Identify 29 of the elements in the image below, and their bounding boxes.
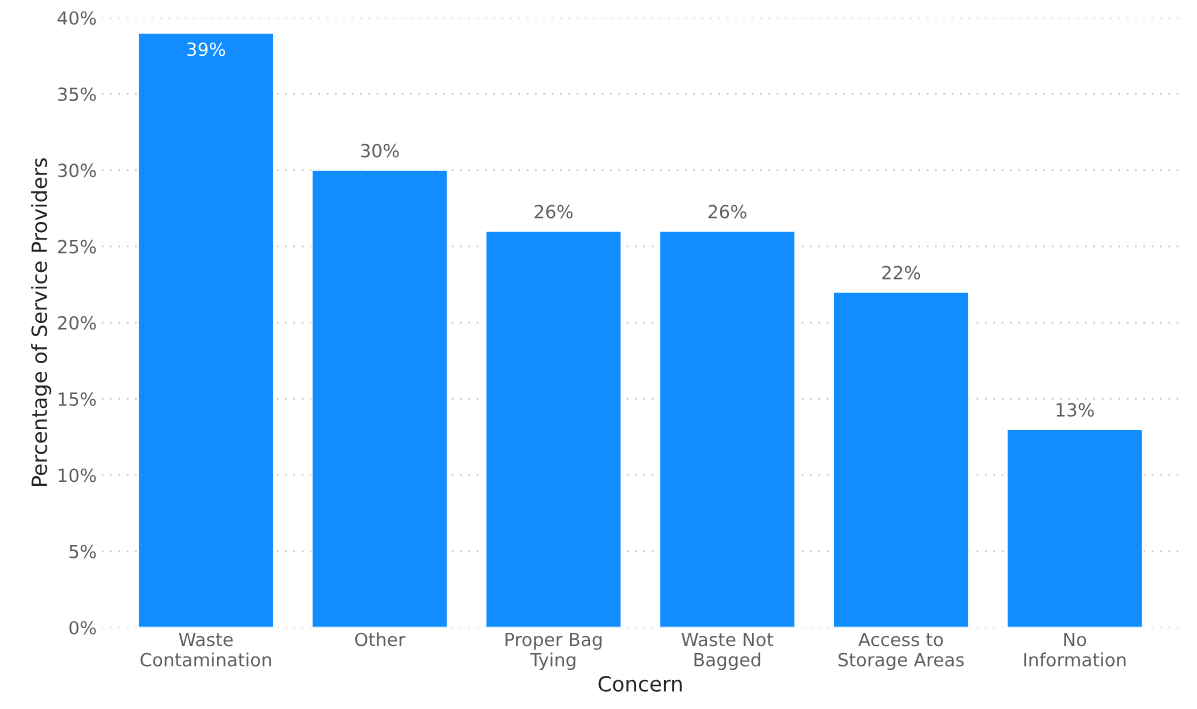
y-tick-label: 10%: [58, 468, 96, 483]
bar: [137, 32, 275, 628]
bar: [311, 169, 449, 628]
bar: [658, 230, 796, 628]
bar: [485, 230, 622, 628]
x-tick-label: Waste Not Bagged: [681, 632, 774, 671]
x-tick-label: No Information: [1024, 632, 1126, 667]
x-tick-label: Other: [355, 632, 406, 647]
y-tick-label: 15%: [58, 392, 96, 406]
y-tick-label: 30%: [58, 163, 96, 178]
y-tick-label: 40%: [57, 11, 96, 25]
bar: [1006, 428, 1144, 628]
data-label: 13%: [1056, 403, 1094, 417]
y-axis-title: Percentage of Service Providers: [31, 158, 52, 486]
y-tick-label: 35%: [58, 87, 96, 102]
bar: [832, 291, 970, 628]
x-tick-label: Access to Storage Areas: [838, 632, 964, 671]
data-label: 39%: [187, 42, 226, 57]
x-tick-label: Waste Contamination: [140, 632, 271, 667]
data-label: 26%: [708, 204, 747, 219]
x-axis-title: Concern: [598, 675, 682, 692]
data-label: 26%: [534, 204, 573, 219]
data-label: 30%: [361, 143, 399, 158]
y-tick-label: 25%: [58, 239, 96, 254]
y-tick-label: 5%: [69, 544, 96, 559]
y-tick-label: 0%: [69, 620, 96, 635]
y-tick-label: 20%: [58, 316, 96, 330]
data-label: 22%: [882, 265, 921, 280]
x-tick-label: Proper Bag Tying: [505, 632, 602, 671]
